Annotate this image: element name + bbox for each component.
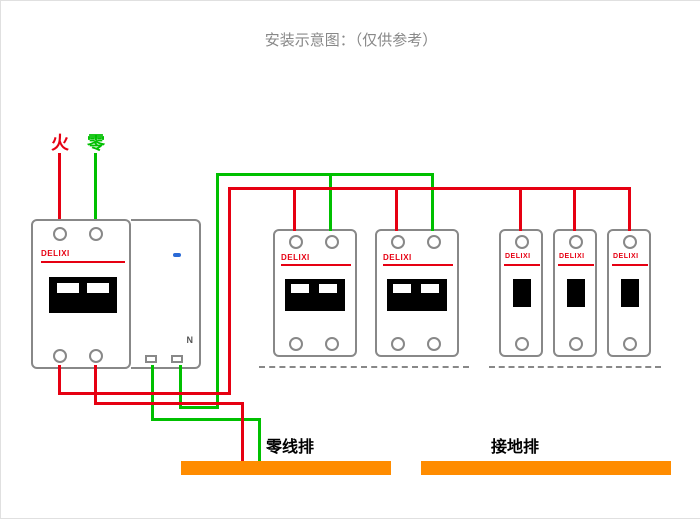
- l-drop-sp2: [573, 187, 576, 231]
- sp1-t: [515, 235, 529, 249]
- l-seg1: [58, 365, 61, 395]
- sp-breaker-1: DELIXI: [499, 229, 543, 357]
- brand-text: DELIXI: [613, 253, 639, 260]
- n-seg-bus2: [151, 418, 261, 421]
- l-drop-sp3: [628, 187, 631, 231]
- diagram-title: 安装示意图：（仅供参考）: [1, 29, 700, 50]
- sp-breaker-2: DELIXI: [553, 229, 597, 357]
- brand-text: DELIXI: [505, 253, 531, 260]
- l-drop-sp1: [519, 187, 522, 231]
- ground-bus-label: 接地排: [491, 433, 539, 457]
- dp1-t1: [289, 235, 303, 249]
- neutral-label: 零: [87, 129, 105, 155]
- wiring-diagram: { "title": "安装示意图：（仅供参考）", "labels": { "…: [0, 0, 700, 519]
- dp2-b1: [391, 337, 405, 351]
- dp1-toggle: [285, 279, 345, 311]
- brand-text: DELIXI: [41, 249, 70, 258]
- n-bus-top: [216, 173, 434, 176]
- brand-text: DELIXI: [383, 253, 412, 262]
- n-drop-dp2: [431, 173, 434, 231]
- l-bus-top: [228, 187, 631, 190]
- dp-breaker-1: DELIXI: [273, 229, 357, 357]
- dash-line-2: [489, 366, 661, 368]
- brand-line: [281, 264, 351, 266]
- sp1-toggle: [513, 279, 531, 307]
- dp2-toggle: [387, 279, 447, 311]
- brand-line: [383, 264, 453, 266]
- rcd-toggle: [49, 277, 117, 313]
- l-drop-dp2: [395, 187, 398, 231]
- rcd-bot-term-2: [89, 349, 103, 363]
- dp1-b1: [289, 337, 303, 351]
- rcd-side-bot-1: [145, 355, 157, 363]
- brand-line: [558, 264, 594, 266]
- brand-line: [612, 264, 648, 266]
- neutral-busbar: [181, 461, 391, 475]
- rcd-body: DELIXI: [31, 219, 131, 369]
- sp3-toggle: [621, 279, 639, 307]
- rcd-top-term-2: [89, 227, 103, 241]
- rcd-side-bot-2: [171, 355, 183, 363]
- l-seg-bus1: [94, 365, 97, 405]
- sp-breaker-3: DELIXI: [607, 229, 651, 357]
- live-label: 火: [51, 129, 69, 155]
- n-seg-bus3: [258, 418, 261, 461]
- sp2-b: [569, 337, 583, 351]
- brand-text: DELIXI: [281, 253, 310, 262]
- l-drop-dp1: [293, 187, 296, 231]
- n-seg2: [179, 406, 219, 409]
- sp2-toggle: [567, 279, 585, 307]
- brand-line: [41, 261, 125, 263]
- dp2-t2: [427, 235, 441, 249]
- rcd-bot-term-1: [53, 349, 67, 363]
- dp1-b2: [325, 337, 339, 351]
- dp2-b2: [427, 337, 441, 351]
- ground-busbar: [421, 461, 671, 475]
- side-n-label: N: [187, 335, 194, 345]
- dp1-t2: [325, 235, 339, 249]
- dp-breaker-2: DELIXI: [375, 229, 459, 357]
- sp2-t: [569, 235, 583, 249]
- wire-neutral-in: [94, 153, 97, 219]
- l-seg-bus3: [241, 402, 244, 461]
- n-drop-dp1: [329, 173, 332, 231]
- sp3-b: [623, 337, 637, 351]
- indicator-dot: [173, 253, 181, 257]
- rcd-side-module: N: [131, 219, 201, 369]
- sp3-t: [623, 235, 637, 249]
- neutral-bus-label: 零线排: [266, 433, 314, 457]
- sp1-b: [515, 337, 529, 351]
- brand-text: DELIXI: [559, 253, 585, 260]
- l-seg2: [58, 392, 231, 395]
- brand-line: [504, 264, 540, 266]
- rcd-top-term-1: [53, 227, 67, 241]
- dash-line-1: [259, 366, 469, 368]
- n-seg3: [216, 173, 219, 409]
- l-seg-bus2: [94, 402, 244, 405]
- l-seg3: [228, 187, 231, 395]
- dp2-t1: [391, 235, 405, 249]
- wire-live-in: [58, 153, 61, 219]
- main-rcd-breaker: DELIXI N: [31, 219, 201, 369]
